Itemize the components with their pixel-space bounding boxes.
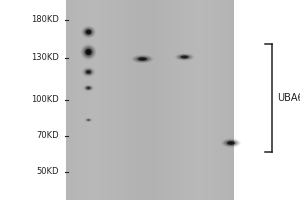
Ellipse shape bbox=[227, 141, 235, 145]
Ellipse shape bbox=[227, 141, 235, 145]
Ellipse shape bbox=[87, 119, 90, 121]
Ellipse shape bbox=[86, 87, 91, 89]
Ellipse shape bbox=[87, 71, 90, 73]
Ellipse shape bbox=[178, 55, 191, 59]
Ellipse shape bbox=[86, 86, 91, 90]
Text: 180KD: 180KD bbox=[31, 16, 58, 24]
Ellipse shape bbox=[86, 119, 91, 121]
Ellipse shape bbox=[226, 141, 236, 145]
Ellipse shape bbox=[85, 86, 92, 90]
Ellipse shape bbox=[83, 27, 94, 37]
Bar bbox=[66, 0, 234, 200]
Ellipse shape bbox=[85, 30, 91, 34]
Ellipse shape bbox=[86, 50, 91, 54]
Ellipse shape bbox=[85, 69, 92, 75]
Ellipse shape bbox=[88, 51, 89, 53]
Text: 130KD: 130KD bbox=[31, 53, 58, 62]
Ellipse shape bbox=[229, 142, 233, 144]
Ellipse shape bbox=[88, 87, 89, 89]
Ellipse shape bbox=[87, 119, 90, 121]
Ellipse shape bbox=[138, 57, 147, 61]
Ellipse shape bbox=[224, 140, 238, 146]
Ellipse shape bbox=[180, 55, 189, 59]
Ellipse shape bbox=[85, 70, 91, 74]
Ellipse shape bbox=[140, 58, 145, 60]
Ellipse shape bbox=[179, 55, 190, 59]
Ellipse shape bbox=[84, 85, 93, 91]
Ellipse shape bbox=[85, 86, 92, 90]
Text: UBA6: UBA6 bbox=[278, 93, 300, 103]
Ellipse shape bbox=[181, 56, 188, 58]
Ellipse shape bbox=[176, 54, 193, 60]
Ellipse shape bbox=[86, 87, 91, 89]
Text: 70KD: 70KD bbox=[36, 132, 58, 140]
Ellipse shape bbox=[86, 70, 91, 74]
Ellipse shape bbox=[135, 56, 150, 62]
Ellipse shape bbox=[177, 54, 192, 60]
Ellipse shape bbox=[86, 30, 91, 34]
Ellipse shape bbox=[86, 119, 91, 121]
Ellipse shape bbox=[81, 45, 96, 60]
Ellipse shape bbox=[82, 45, 95, 59]
Ellipse shape bbox=[84, 28, 93, 36]
Ellipse shape bbox=[228, 142, 234, 144]
Ellipse shape bbox=[137, 57, 148, 61]
Ellipse shape bbox=[181, 56, 188, 58]
Ellipse shape bbox=[85, 49, 92, 55]
Ellipse shape bbox=[85, 49, 91, 55]
Ellipse shape bbox=[136, 57, 149, 61]
Ellipse shape bbox=[87, 71, 90, 73]
Ellipse shape bbox=[182, 56, 187, 58]
Ellipse shape bbox=[85, 48, 92, 56]
Ellipse shape bbox=[82, 46, 94, 58]
Text: 50KD: 50KD bbox=[36, 168, 58, 176]
Ellipse shape bbox=[83, 47, 94, 57]
Text: 100KD: 100KD bbox=[31, 96, 58, 104]
Ellipse shape bbox=[84, 47, 93, 56]
Ellipse shape bbox=[133, 55, 152, 63]
Ellipse shape bbox=[84, 28, 93, 36]
Ellipse shape bbox=[87, 50, 90, 53]
Ellipse shape bbox=[87, 31, 90, 33]
Ellipse shape bbox=[139, 58, 146, 60]
Ellipse shape bbox=[183, 56, 186, 58]
Ellipse shape bbox=[82, 27, 95, 37]
Ellipse shape bbox=[83, 68, 94, 76]
Ellipse shape bbox=[87, 119, 90, 121]
Ellipse shape bbox=[85, 29, 92, 35]
Ellipse shape bbox=[86, 30, 91, 34]
Ellipse shape bbox=[223, 139, 239, 147]
Ellipse shape bbox=[225, 140, 237, 146]
Ellipse shape bbox=[86, 70, 91, 74]
Ellipse shape bbox=[83, 68, 94, 76]
Ellipse shape bbox=[138, 57, 147, 61]
Ellipse shape bbox=[84, 69, 93, 75]
Ellipse shape bbox=[224, 140, 238, 146]
Ellipse shape bbox=[88, 31, 89, 33]
Ellipse shape bbox=[134, 56, 151, 62]
Ellipse shape bbox=[87, 87, 90, 89]
Ellipse shape bbox=[87, 119, 90, 121]
